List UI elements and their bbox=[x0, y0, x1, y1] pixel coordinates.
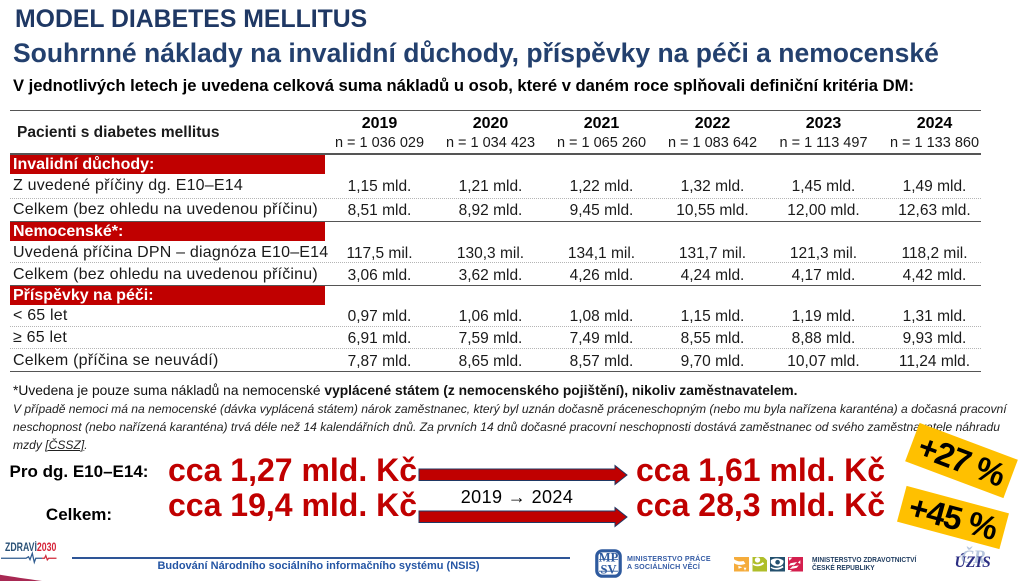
svg-text:MP: MP bbox=[599, 551, 619, 565]
svg-text:SV: SV bbox=[601, 562, 617, 576]
